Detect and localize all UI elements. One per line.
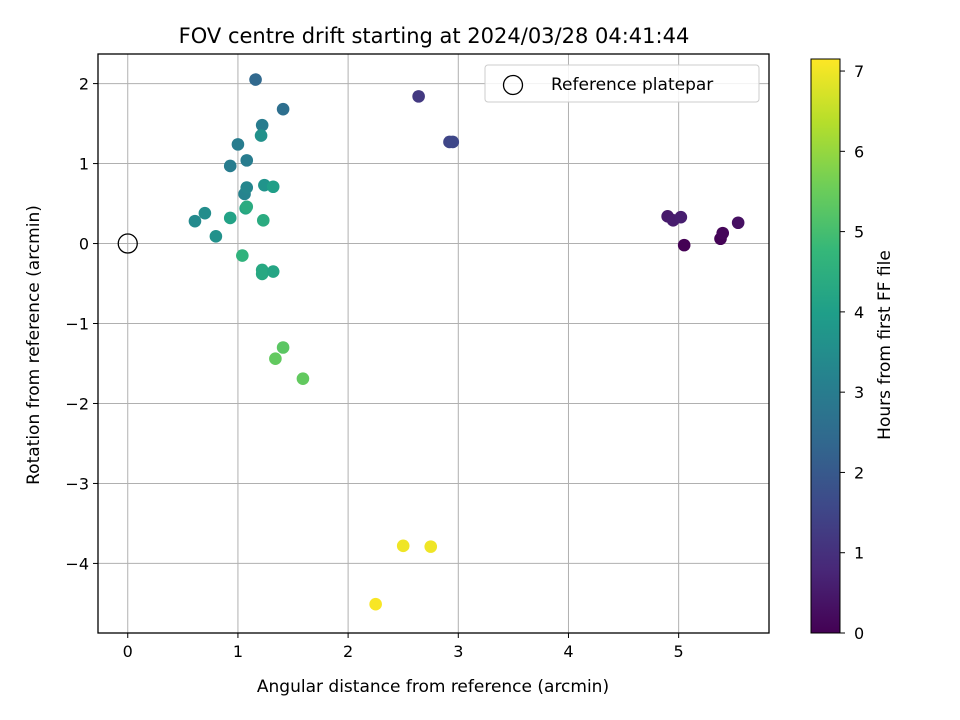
y-tick-label: −2 xyxy=(65,394,89,413)
legend-open-circle-marker xyxy=(502,74,524,96)
colorbar-tick-label: 1 xyxy=(854,544,864,563)
x-tick-label: 0 xyxy=(123,642,133,661)
scatter-point xyxy=(396,539,410,553)
colorbar-gradient xyxy=(810,58,841,634)
colorbar-tick-label: 3 xyxy=(854,383,864,402)
colorbar-tick-label: 6 xyxy=(854,142,864,161)
scatter-point xyxy=(223,211,237,225)
scatter-point xyxy=(269,352,282,365)
scatter-point xyxy=(255,267,269,281)
scatter-point xyxy=(296,372,310,385)
scatter-point xyxy=(255,118,269,132)
scatter-point xyxy=(266,265,280,278)
scatter-point xyxy=(231,138,245,151)
y-tick-label: 0 xyxy=(79,235,89,254)
scatter-point xyxy=(276,341,290,354)
scatter-point xyxy=(240,154,254,167)
colorbar-tick-label: 7 xyxy=(854,62,864,81)
scatter-point xyxy=(716,226,730,240)
scatter-point xyxy=(677,238,691,252)
scatter-point xyxy=(240,181,254,194)
plot-frame xyxy=(97,53,770,634)
y-axis-ticks: −4 −3 −2 −1 0 1 2 xyxy=(65,75,98,573)
scatter-point xyxy=(223,159,237,173)
colorbar-tick-label: 0 xyxy=(854,624,864,643)
scatter-point xyxy=(209,230,223,243)
y-tick-label: −1 xyxy=(65,315,89,334)
colorbar-tick-label: 2 xyxy=(854,463,864,482)
colorbar-ticks: 0 1 2 3 4 5 6 7 xyxy=(840,62,864,643)
x-tick-label: 3 xyxy=(453,642,463,661)
data-points xyxy=(188,73,745,611)
scatter-point xyxy=(236,249,249,262)
reference-platepar-point xyxy=(117,233,138,254)
y-tick-label: −4 xyxy=(65,554,89,573)
scatter-point xyxy=(254,129,268,142)
x-tick-label: 5 xyxy=(674,642,684,661)
y-tick-label: 2 xyxy=(79,75,89,94)
scatter-point xyxy=(249,73,262,86)
colorbar-tick-label: 4 xyxy=(854,303,864,322)
x-axis-label: Angular distance from reference (arcmin) xyxy=(257,677,609,697)
y-tick-label: −3 xyxy=(65,474,89,493)
y-tick-label: 1 xyxy=(79,155,89,174)
scatter-point xyxy=(369,597,382,611)
legend: Reference platepar xyxy=(484,64,760,103)
scatter-point xyxy=(731,216,745,230)
scatter-point xyxy=(276,102,290,116)
scatter-point xyxy=(674,210,688,224)
scatter-point xyxy=(446,135,460,149)
scatter-point xyxy=(240,200,254,214)
scatter-point xyxy=(266,180,280,194)
reference-marker xyxy=(117,233,138,254)
legend-entry-label: Reference platepar xyxy=(551,75,713,95)
x-tick-label: 2 xyxy=(343,642,353,661)
scatter-point xyxy=(256,214,270,227)
scatter-point xyxy=(412,90,425,103)
x-tick-label: 1 xyxy=(233,642,243,661)
x-axis-ticks: 0 1 2 3 4 5 xyxy=(123,633,684,661)
x-tick-label: 4 xyxy=(563,642,573,661)
colorbar-tick-label: 5 xyxy=(854,223,864,242)
y-axis-label: Rotation from reference (arcmin) xyxy=(24,205,44,485)
scatter-point xyxy=(198,206,212,220)
colorbar: 0 1 2 3 4 5 6 7 Hours from first FF file xyxy=(810,58,895,643)
colorbar-label: Hours from first FF file xyxy=(875,250,895,440)
legend-box xyxy=(484,64,760,103)
chart-title: FOV centre drift starting at 2024/03/28 … xyxy=(179,24,690,48)
scatter-point xyxy=(188,214,202,228)
scatter-point xyxy=(424,540,438,553)
